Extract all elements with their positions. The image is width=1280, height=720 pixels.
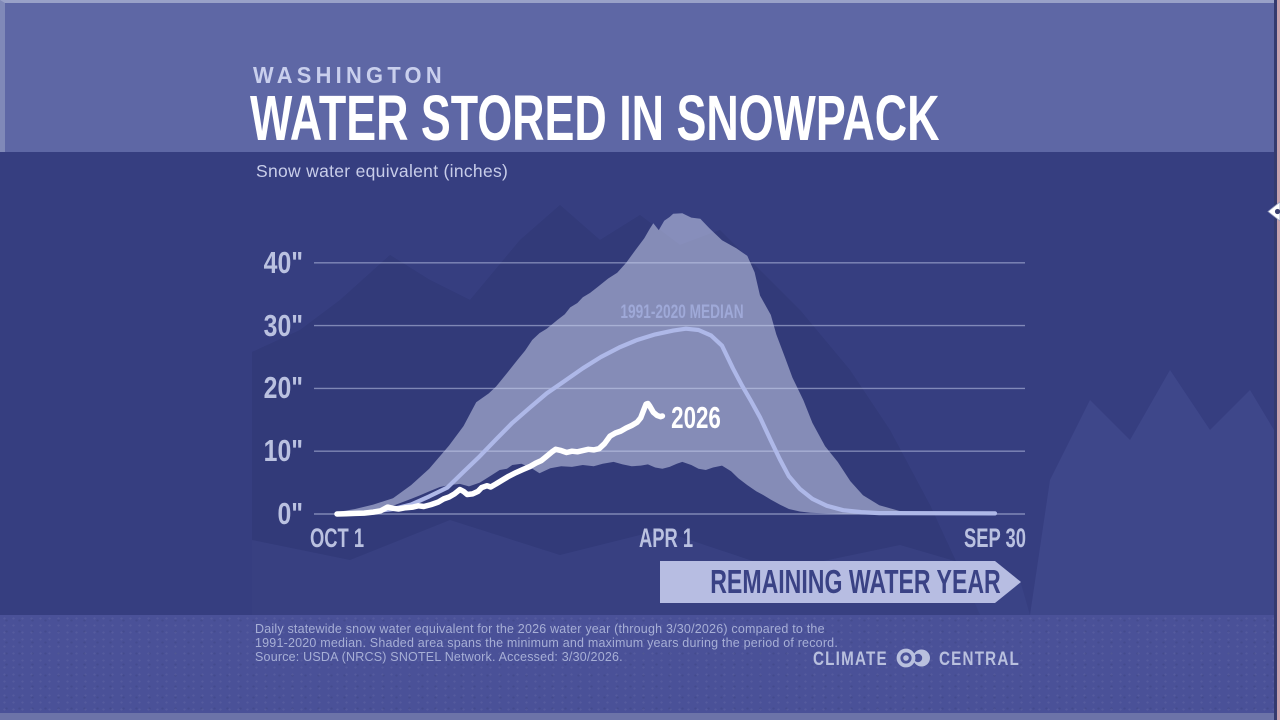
footer-strip <box>0 615 1280 720</box>
remaining-water-year-banner: REMAINING WATER YEAR <box>660 561 1021 603</box>
source-note-line: Source: USDA (NRCS) SNOTEL Network. Acce… <box>255 650 623 664</box>
y-tick-label: 30" <box>263 307 303 343</box>
minmax-band <box>337 213 995 514</box>
header-band <box>0 0 1280 152</box>
window-edge <box>1274 0 1277 720</box>
climate-central-logo-icon <box>896 648 930 668</box>
y-tick-label: 20" <box>263 370 303 406</box>
median-line <box>334 326 998 517</box>
logo-text-central: CENTRAL <box>939 649 1021 670</box>
mountain-silhouette <box>1030 370 1280 615</box>
window-edge-highlight <box>1277 0 1280 720</box>
x-axis-label-apr1: APR 1 <box>638 523 694 553</box>
mouse-cursor-icon <box>1267 201 1280 222</box>
region-label: WASHINGTON <box>253 62 446 88</box>
y-tick-label: 40" <box>263 244 303 280</box>
line-2026 <box>334 400 666 517</box>
y-tick-label: 0" <box>277 496 303 531</box>
logo-text-climate: CLIMATE <box>813 649 888 670</box>
y-tick-label: 10" <box>263 433 303 469</box>
remaining-water-year-label: REMAINING WATER YEAR <box>710 563 1001 600</box>
median-series-label: 1991-2020 MEDIAN <box>620 302 744 323</box>
current-year-series-label: 2026 <box>671 400 721 435</box>
source-note-line: Daily statewide snow water equivalent fo… <box>255 622 825 636</box>
chart-subtitle: Snow water equivalent (inches) <box>256 161 509 181</box>
source-note-line: 1991-2020 median. Shaded area spans the … <box>255 636 839 650</box>
source-note: Daily statewide snow water equivalent fo… <box>255 622 838 664</box>
x-axis-label-oct1: OCT 1 <box>309 523 365 553</box>
mountain-silhouette <box>252 205 980 615</box>
x-axis-label-sep30: SEP 30 <box>964 523 1026 553</box>
page-title: WATER STORED IN SNOWPACK <box>250 82 940 154</box>
bottom-edge <box>0 713 1280 720</box>
